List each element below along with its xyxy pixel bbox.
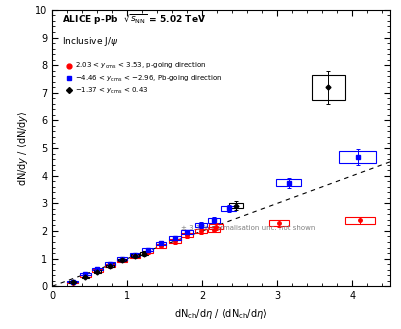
Bar (117, 257, 127, 260)
Bar (207, 218, 219, 223)
Bar (81, 277, 89, 278)
Bar (268, 220, 288, 226)
Bar (131, 254, 138, 257)
Bar (129, 253, 140, 256)
Bar (129, 255, 140, 258)
Bar (194, 229, 207, 233)
Bar (67, 281, 77, 282)
Bar (140, 252, 147, 255)
Bar (106, 265, 113, 267)
Bar (156, 244, 166, 247)
Bar (194, 223, 207, 227)
Text: ALICE p-Pb  $\sqrt{s_{\rm NN}}$ = 5.02 TeV: ALICE p-Pb $\sqrt{s_{\rm NN}}$ = 5.02 Te… (62, 13, 206, 27)
Bar (344, 217, 374, 224)
Bar (80, 273, 90, 275)
Bar (221, 206, 235, 211)
Y-axis label: dN/d$y$ / $\langle$dN/d$y\rangle$: dN/d$y$ / $\langle$dN/d$y\rangle$ (16, 110, 30, 186)
Bar (105, 264, 115, 267)
Bar (311, 75, 344, 100)
Bar (80, 275, 90, 277)
Bar (181, 233, 193, 237)
Legend: 2.03 < $y_{\rm cms}$ < 3.53, p-going direction, $-$4.46 < $y_{\rm cms}$ < $-$2.9: 2.03 < $y_{\rm cms}$ < 3.53, p-going dir… (66, 60, 223, 96)
Bar (117, 259, 127, 262)
Bar (229, 203, 242, 208)
Bar (67, 282, 77, 284)
Text: ± 3.1 % normalisation unc. not shown: ± 3.1 % normalisation unc. not shown (180, 225, 314, 231)
Bar (92, 269, 102, 271)
Bar (142, 251, 152, 253)
Bar (275, 179, 301, 187)
Bar (118, 259, 126, 261)
Bar (105, 262, 115, 265)
Bar (92, 268, 102, 270)
Bar (207, 227, 219, 232)
Text: Inclusive J/$\psi$: Inclusive J/$\psi$ (62, 35, 118, 48)
Bar (93, 270, 101, 273)
X-axis label: dN$_{\rm ch}$/d$\eta$ / $\langle$dN$_{\rm ch}$/d$\eta\rangle$: dN$_{\rm ch}$/d$\eta$ / $\langle$dN$_{\r… (174, 307, 267, 321)
Bar (168, 239, 180, 243)
Bar (168, 237, 180, 240)
Bar (181, 230, 193, 234)
Bar (209, 224, 222, 229)
Bar (156, 242, 166, 245)
Bar (338, 151, 375, 163)
Bar (142, 248, 152, 251)
Bar (69, 281, 76, 283)
